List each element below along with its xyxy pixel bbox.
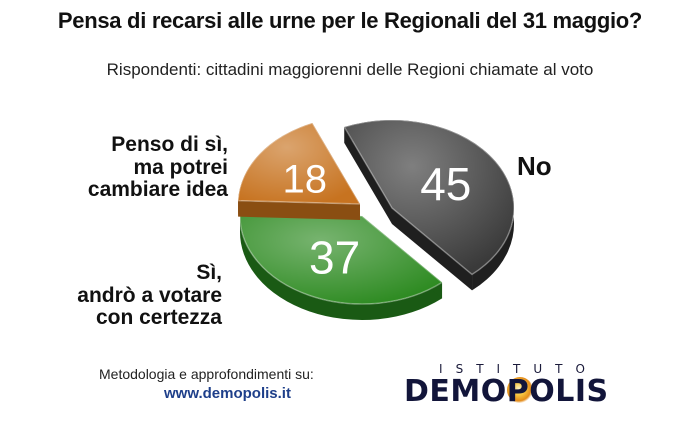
pie-slice-edge-0-0 — [344, 126, 392, 224]
data-label-0: 45 — [420, 158, 471, 210]
pie-slice-2: 18 — [237, 122, 362, 220]
legend-label-yes: Sì, andrò a votare con certezza — [77, 261, 222, 330]
legend-label-maybe: Penso di sì, ma potrei cambiare idea — [87, 133, 228, 202]
pie-slice-highlight-2 — [238, 122, 360, 204]
pie-slice-highlight-1 — [239, 212, 443, 304]
logo-main-text: DEMOPOLIS — [404, 374, 609, 409]
logo-top-text: ISTITUTO — [439, 362, 598, 376]
pie-slice-0: 45 — [343, 119, 515, 291]
pie-slice-edge-2-0 — [238, 200, 360, 220]
footer-link[interactable]: www.demopolis.it — [164, 385, 291, 402]
footer-note: Metodologia e approfondimenti su: — [99, 366, 314, 382]
legend-label-no: No — [517, 151, 552, 181]
pie-slice-side-1 — [239, 212, 443, 320]
demopolis-logo: ISTITUTO DEMOPOLIS — [396, 362, 641, 409]
pie-slice-highlight-0 — [344, 120, 514, 275]
pie-chart: 45 37 18 — [237, 119, 515, 320]
pie-slice-edge-0-1 — [392, 208, 473, 291]
chart-title: Pensa di recarsi alle urne per le Region… — [57, 8, 643, 33]
logo-sun-icon — [507, 377, 533, 403]
data-label-2: 18 — [283, 158, 328, 202]
chart-subtitle: Rispondenti: cittadini maggiorenni delle… — [106, 60, 594, 79]
data-label-1: 37 — [309, 231, 360, 283]
